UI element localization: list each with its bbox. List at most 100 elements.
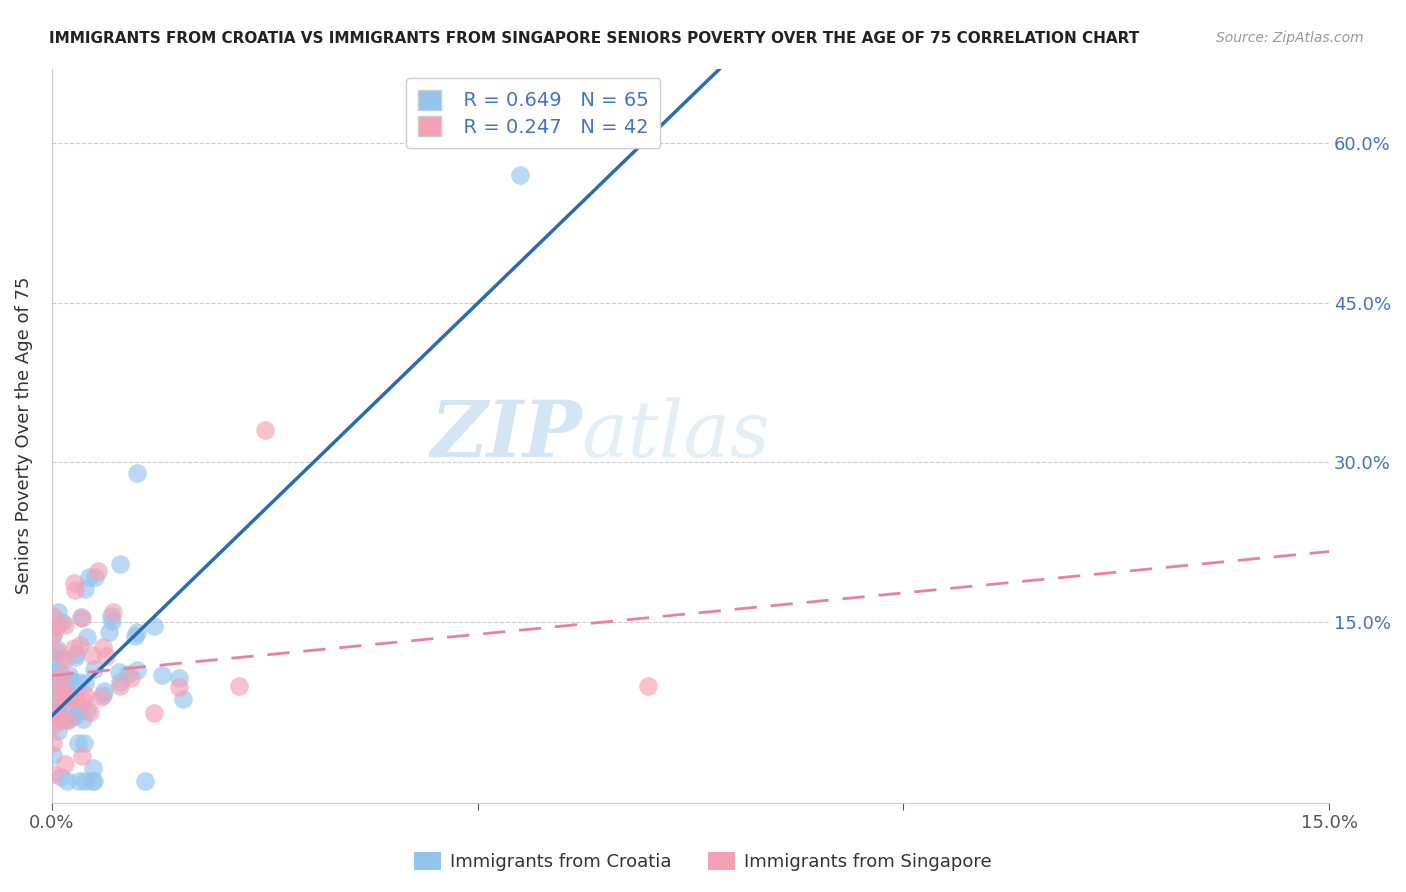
Point <box>108 557 131 571</box>
Point <box>73 694 96 708</box>
Point <box>76 630 98 644</box>
Point <box>65 647 87 661</box>
Point <box>91 688 114 702</box>
Point <box>53 756 76 771</box>
Point <box>69 609 91 624</box>
Point <box>55 617 77 632</box>
Point <box>83 662 105 676</box>
Point <box>152 668 174 682</box>
Point <box>41 681 63 695</box>
Point <box>52 681 75 696</box>
Point <box>80 774 103 789</box>
Point <box>108 665 131 679</box>
Point <box>63 649 86 664</box>
Point <box>52 690 75 704</box>
Point <box>63 640 86 655</box>
Point <box>117 667 139 681</box>
Point <box>509 168 531 182</box>
Point <box>96 649 118 664</box>
Point <box>51 771 73 785</box>
Point <box>120 671 142 685</box>
Point <box>63 709 86 723</box>
Point <box>66 735 89 749</box>
Point <box>51 615 73 629</box>
Point <box>65 693 87 707</box>
Point <box>45 645 67 659</box>
Point <box>73 774 96 789</box>
Point <box>60 690 83 704</box>
Point <box>90 690 112 705</box>
Point <box>169 681 191 695</box>
Point <box>56 698 79 713</box>
Point <box>142 706 165 720</box>
Point <box>76 703 98 717</box>
Point <box>77 570 100 584</box>
Point <box>228 679 250 693</box>
Point <box>42 628 65 642</box>
Point <box>70 748 93 763</box>
Point <box>46 605 69 619</box>
Point <box>56 690 79 705</box>
Legend: Immigrants from Croatia, Immigrants from Singapore: Immigrants from Croatia, Immigrants from… <box>408 845 998 879</box>
Point <box>49 714 72 728</box>
Point <box>80 648 103 662</box>
Point <box>73 736 96 750</box>
Point <box>72 712 94 726</box>
Point <box>75 676 97 690</box>
Point <box>58 713 80 727</box>
Point <box>637 679 659 693</box>
Point <box>41 609 63 624</box>
Point <box>44 700 66 714</box>
Text: IMMIGRANTS FROM CROATIA VS IMMIGRANTS FROM SINGAPORE SENIORS POVERTY OVER THE AG: IMMIGRANTS FROM CROATIA VS IMMIGRANTS FR… <box>49 31 1139 46</box>
Point <box>93 684 115 698</box>
Text: atlas: atlas <box>582 398 770 474</box>
Point <box>45 679 67 693</box>
Point <box>41 718 63 732</box>
Point <box>100 615 122 629</box>
Point <box>67 704 90 718</box>
Text: Source: ZipAtlas.com: Source: ZipAtlas.com <box>1216 31 1364 45</box>
Point <box>48 664 70 678</box>
Point <box>65 582 87 597</box>
Point <box>45 709 67 723</box>
Point <box>41 748 63 763</box>
Point <box>46 619 69 633</box>
Point <box>253 423 276 437</box>
Point <box>55 774 77 789</box>
Point <box>134 774 156 789</box>
Point <box>41 735 63 749</box>
Point <box>142 619 165 633</box>
Point <box>55 652 77 666</box>
Point <box>41 626 63 640</box>
Point <box>69 638 91 652</box>
Point <box>82 762 104 776</box>
Point <box>83 774 105 789</box>
Point <box>44 648 66 663</box>
Point <box>73 582 96 596</box>
Point <box>58 687 80 701</box>
Point <box>98 625 121 640</box>
Point <box>125 625 148 640</box>
Point <box>42 666 65 681</box>
Point <box>62 707 84 722</box>
Point <box>124 629 146 643</box>
Point <box>84 570 107 584</box>
Point <box>172 692 194 706</box>
Point <box>100 608 122 623</box>
Point <box>49 652 72 666</box>
Point <box>108 675 131 690</box>
Point <box>45 642 67 657</box>
Y-axis label: Seniors Poverty Over the Age of 75: Seniors Poverty Over the Age of 75 <box>15 277 32 594</box>
Point <box>110 679 132 693</box>
Point <box>45 683 67 698</box>
Point <box>169 671 191 685</box>
Point <box>42 766 65 780</box>
Point <box>75 688 97 702</box>
Point <box>45 706 67 720</box>
Text: ZIP: ZIP <box>430 397 582 474</box>
Point <box>125 466 148 480</box>
Point <box>56 713 79 727</box>
Point <box>93 640 115 654</box>
Point <box>59 673 82 687</box>
Point <box>56 673 79 687</box>
